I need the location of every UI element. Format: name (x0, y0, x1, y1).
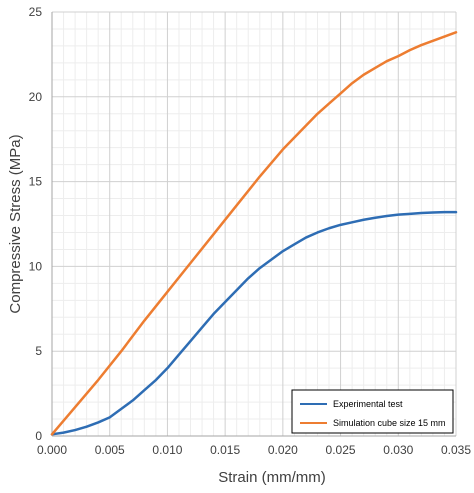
legend: Experimental test Simulation cube size 1… (291, 389, 454, 434)
y-axis-title: Compressive Stress (MPa) (7, 134, 24, 313)
y-tick-label: 0 (35, 429, 42, 443)
x-tick-label: 0.000 (37, 443, 67, 457)
x-tick-label: 0.010 (152, 443, 182, 457)
legend-box (291, 389, 454, 434)
series-lines (50, 31, 458, 436)
y-tick-label: 25 (29, 5, 43, 19)
axes (51, 12, 456, 437)
x-tick-label: 0.015 (210, 443, 240, 457)
y-tick-label: 15 (29, 175, 43, 189)
series-line-experimental (50, 210, 458, 436)
x-tick-label: 0.005 (95, 443, 125, 457)
tick-labels: 0.000 0.005 0.010 0.015 0.020 0.025 0.030 0.035… (29, 5, 472, 457)
y-tick-label: 10 (29, 259, 43, 273)
y-tick-label: 5 (35, 344, 42, 358)
x-tick-label: 0.035 (441, 443, 471, 457)
x-axis-title: Strain (mm/mm) (218, 469, 326, 486)
grid (51, 11, 457, 437)
series-line-simulation (50, 31, 458, 436)
legend-label-simulation: Simulation cube size 15 mm (333, 418, 446, 428)
y-tick-label: 20 (29, 90, 43, 104)
x-tick-label: 0.030 (383, 443, 413, 457)
x-tick-label: 0.020 (268, 443, 298, 457)
legend-label-experimental: Experimental test (333, 399, 403, 409)
x-tick-label: 0.025 (326, 443, 356, 457)
